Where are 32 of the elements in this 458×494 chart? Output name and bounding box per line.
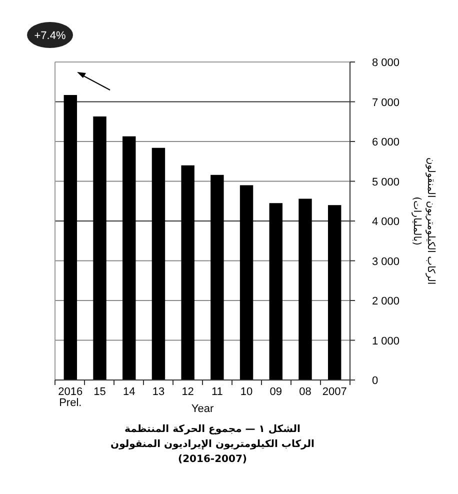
x-tick-label: 12 bbox=[182, 386, 194, 398]
text: +7.4% bbox=[34, 30, 66, 42]
y-tick-label: 7 000 bbox=[372, 96, 400, 109]
x-tick-label: 2007 bbox=[322, 386, 347, 398]
bar bbox=[269, 203, 282, 380]
y-tick-label: 2 000 bbox=[372, 296, 400, 308]
x-tick-label: 08 bbox=[299, 386, 312, 398]
y-tick-label: 6 000 bbox=[372, 136, 400, 148]
y-tick-label: 8 000 bbox=[372, 57, 400, 69]
y-tick-label: 5 000 bbox=[372, 176, 400, 188]
bar bbox=[298, 198, 312, 380]
x-tick-label: 10 bbox=[240, 386, 253, 398]
bar bbox=[64, 94, 78, 380]
y-tick-label: 4 000 bbox=[372, 216, 400, 228]
x-tick-label: 11 bbox=[211, 386, 223, 398]
y-axis-title: الركاب الكيلومتريون المنقولون (بالمليارات) bbox=[411, 157, 436, 285]
y-tick-label: 0 bbox=[372, 375, 378, 387]
y-tick-label: 3 000 bbox=[372, 256, 400, 268]
bar bbox=[181, 165, 194, 380]
x-tick-label: 14 bbox=[122, 386, 136, 398]
bar bbox=[210, 174, 224, 380]
x-tick-label: 2016 Prel. bbox=[58, 386, 83, 409]
bar bbox=[93, 116, 106, 380]
x-axis-title: Year bbox=[191, 403, 214, 415]
bar bbox=[122, 136, 136, 380]
y-tick-label: 1 000 bbox=[372, 335, 400, 348]
bar bbox=[152, 148, 166, 380]
x-tick-label: 13 bbox=[152, 386, 165, 398]
x-tick-label: 09 bbox=[270, 386, 282, 398]
bar bbox=[240, 185, 254, 380]
bar bbox=[328, 205, 342, 380]
x-tick-label: 15 bbox=[94, 386, 106, 398]
